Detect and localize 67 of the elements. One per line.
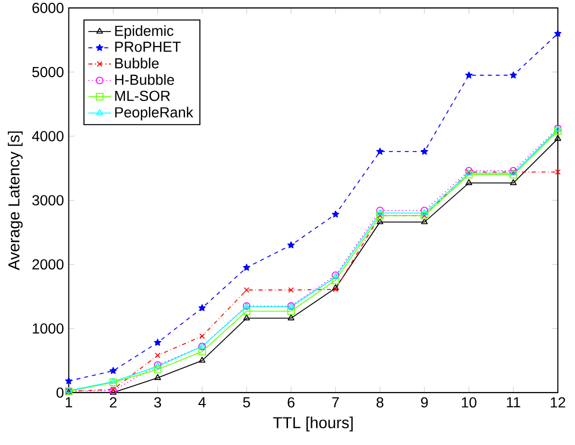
point xyxy=(466,178,472,185)
point xyxy=(554,134,562,141)
point xyxy=(288,286,294,293)
point xyxy=(332,210,340,218)
point xyxy=(510,166,518,174)
point xyxy=(376,209,384,215)
point xyxy=(465,166,473,174)
point xyxy=(554,30,562,36)
point xyxy=(154,374,161,380)
y-tick-label: 4000 xyxy=(32,130,64,142)
y-axis-title: Average Latency [s] xyxy=(8,131,23,270)
x-tick-label: 10 xyxy=(462,397,476,408)
point xyxy=(154,338,162,346)
y-tick-label: 2000 xyxy=(32,259,64,270)
point xyxy=(154,352,160,358)
y-tick-label: 3000 xyxy=(32,194,64,206)
point xyxy=(110,366,117,374)
x-tick-label: 12 xyxy=(550,397,566,408)
legend-label: Epidemic xyxy=(115,25,174,39)
point xyxy=(154,366,162,374)
point xyxy=(199,333,205,339)
x-tick-label: 4 xyxy=(198,397,206,408)
x-tick-label: 7 xyxy=(332,397,339,408)
y-tick-label: 0 xyxy=(56,387,64,398)
point xyxy=(421,218,428,224)
point xyxy=(287,307,295,315)
point xyxy=(287,241,295,248)
point xyxy=(465,71,473,78)
x-tick-label: 6 xyxy=(288,397,294,408)
point xyxy=(510,170,518,178)
point xyxy=(376,148,384,154)
point xyxy=(555,169,561,175)
x-axis-title: TTL [hours] xyxy=(273,416,353,432)
point xyxy=(554,127,562,135)
legend-label: ML-SOR xyxy=(115,90,170,101)
y-tick-label: 5000 xyxy=(32,66,64,77)
point xyxy=(242,264,250,270)
point xyxy=(376,218,384,224)
point xyxy=(332,276,340,284)
point xyxy=(376,206,384,214)
legend-label: H-Bubble xyxy=(115,74,174,85)
x-tick-label: 2 xyxy=(110,397,117,408)
point xyxy=(110,386,116,392)
point xyxy=(510,178,517,185)
x-tick-label: 8 xyxy=(376,397,384,408)
x-tick-label: 5 xyxy=(243,397,250,408)
point xyxy=(288,314,294,320)
point xyxy=(198,304,206,311)
x-tick-label: 3 xyxy=(154,397,162,408)
point xyxy=(242,307,250,315)
y-tick-label: 1000 xyxy=(32,323,64,334)
x-tick-label: 11 xyxy=(506,397,520,408)
point xyxy=(65,377,72,384)
point xyxy=(244,286,250,293)
point xyxy=(420,148,428,154)
point xyxy=(421,209,428,215)
point xyxy=(510,71,517,78)
point xyxy=(420,206,428,214)
y-tick-label: 6000 xyxy=(32,2,64,13)
legend-label: PRoPHET xyxy=(115,42,181,52)
point xyxy=(465,170,473,178)
point xyxy=(198,356,206,362)
x-tick-label: 9 xyxy=(421,397,428,408)
point xyxy=(243,314,250,320)
x-tick-label: 1 xyxy=(66,397,72,408)
legend-label: Bubble xyxy=(115,58,159,68)
legend-label: PeopleRank xyxy=(115,106,194,120)
